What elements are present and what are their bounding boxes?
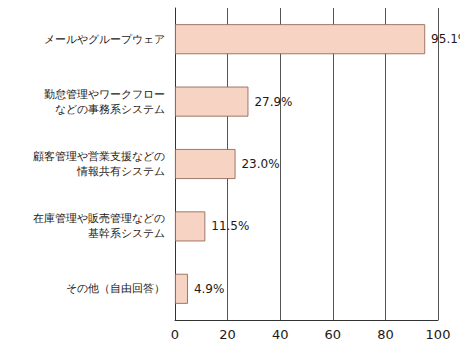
svg-text:などの事務系システム: などの事務系システム — [55, 103, 165, 116]
svg-text:27.9%: 27.9% — [254, 95, 292, 109]
svg-text:その他（自由回答）: その他（自由回答） — [66, 282, 165, 295]
svg-text:メールやグループウェア: メールやグループウェア — [44, 33, 165, 46]
svg-text:60: 60 — [325, 327, 342, 342]
svg-text:100: 100 — [426, 327, 451, 342]
svg-text:情報共有システム: 情報共有システム — [76, 165, 165, 178]
svg-text:20: 20 — [219, 327, 236, 342]
svg-text:勤怠管理やワークフロー: 勤怠管理やワークフロー — [44, 88, 165, 101]
svg-text:23.0%: 23.0% — [241, 157, 279, 171]
svg-text:在庫管理や販売管理などの: 在庫管理や販売管理などの — [33, 212, 165, 225]
svg-text:4.9%: 4.9% — [194, 282, 225, 296]
svg-text:80: 80 — [377, 327, 394, 342]
svg-text:基幹系システム: 基幹系システム — [88, 227, 165, 240]
svg-text:顧客管理や営業支援などの: 顧客管理や営業支援などの — [33, 150, 165, 163]
svg-text:0: 0 — [171, 327, 179, 342]
svg-text:40: 40 — [272, 327, 289, 342]
svg-text:11.5%: 11.5% — [211, 219, 249, 233]
svg-text:95.1%: 95.1% — [431, 32, 460, 46]
